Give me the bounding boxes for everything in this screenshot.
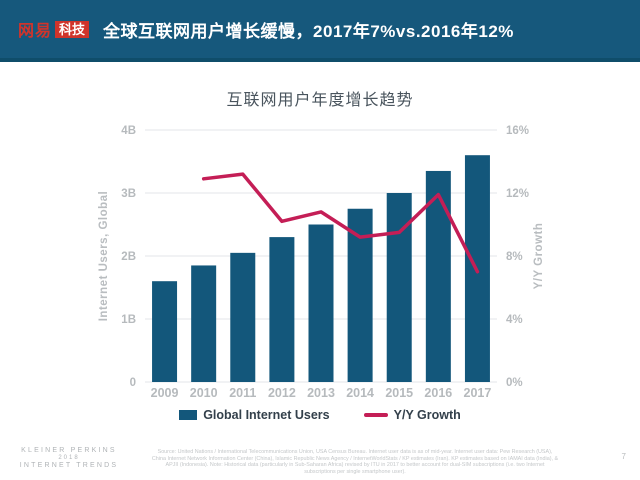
right-axis-tick: 16% [506, 125, 529, 137]
right-axis-tick: 12% [506, 188, 529, 200]
right-axis-tick: 0% [506, 377, 523, 389]
page-number: 7 [621, 452, 626, 461]
left-axis-tick: 1B [121, 314, 136, 326]
logo-netease-text: 网易 [18, 23, 53, 40]
brand-line-3: INTERNET TRENDS [19, 462, 119, 469]
x-axis-label-2012: 2012 [268, 386, 296, 400]
kleiner-perkins-brand: KLEINER PERKINS 2018 INTERNET TRENDS [10, 447, 128, 469]
legend-item-bars: Global Internet Users [179, 408, 330, 422]
x-axis-label-2011: 2011 [229, 386, 256, 400]
x-axis-label-2010: 2010 [190, 386, 218, 400]
x-axis-label-2013: 2013 [307, 386, 335, 400]
bar-2012 [269, 237, 295, 382]
left-axis-tick: 4B [121, 125, 136, 137]
left-axis-tick: 3B [121, 188, 136, 200]
left-axis-title: Internet Users, Global [98, 191, 110, 322]
legend-item-line: Y/Y Growth [363, 408, 461, 422]
brand-line-2: 2018 [58, 455, 80, 461]
x-axis-label-2016: 2016 [424, 386, 452, 400]
x-axis-label-2015: 2015 [385, 386, 413, 400]
chart-title: 互联网用户年度增长趋势 [226, 92, 414, 109]
right-axis-tick: 8% [506, 251, 523, 263]
header-bar: 网易 科技 全球互联网用户增长缓慢，2017年7%vs.2016年12% [0, 0, 640, 62]
source-note: Source: United Nations / International T… [151, 449, 559, 476]
chart-legend: Global Internet Users Y/Y Growth [0, 408, 640, 422]
right-axis-title: Y/Y Growth [533, 223, 545, 290]
netease-tech-logo[interactable]: 网易 科技 [18, 17, 90, 41]
growth-line [201, 172, 480, 274]
left-axis-tick: 2B [121, 251, 136, 263]
bar-2013 [308, 224, 334, 382]
x-axis-label-2017: 2017 [464, 386, 492, 400]
bar-2009 [152, 281, 178, 382]
legend-label-line: Y/Y Growth [393, 408, 461, 422]
brand-line-1: KLEINER PERKINS [21, 447, 117, 454]
bar-2016 [425, 170, 451, 382]
right-axis-tick: 4% [506, 314, 523, 326]
bar-series-swatch [179, 410, 198, 420]
page-title: 全球互联网用户增长缓慢，2017年7%vs.2016年12% [103, 21, 514, 41]
x-axis-label-2014: 2014 [346, 386, 374, 400]
bar-2011 [230, 252, 256, 382]
legend-label-bars: Global Internet Users [203, 408, 330, 422]
line-series-swatch [363, 413, 388, 417]
x-axis-label-2009: 2009 [151, 386, 179, 400]
logo-tech-badge: 科技 [55, 20, 90, 38]
left-axis-tick: 0 [130, 377, 136, 389]
bar-2015 [386, 193, 412, 382]
bar-2010 [191, 265, 217, 382]
